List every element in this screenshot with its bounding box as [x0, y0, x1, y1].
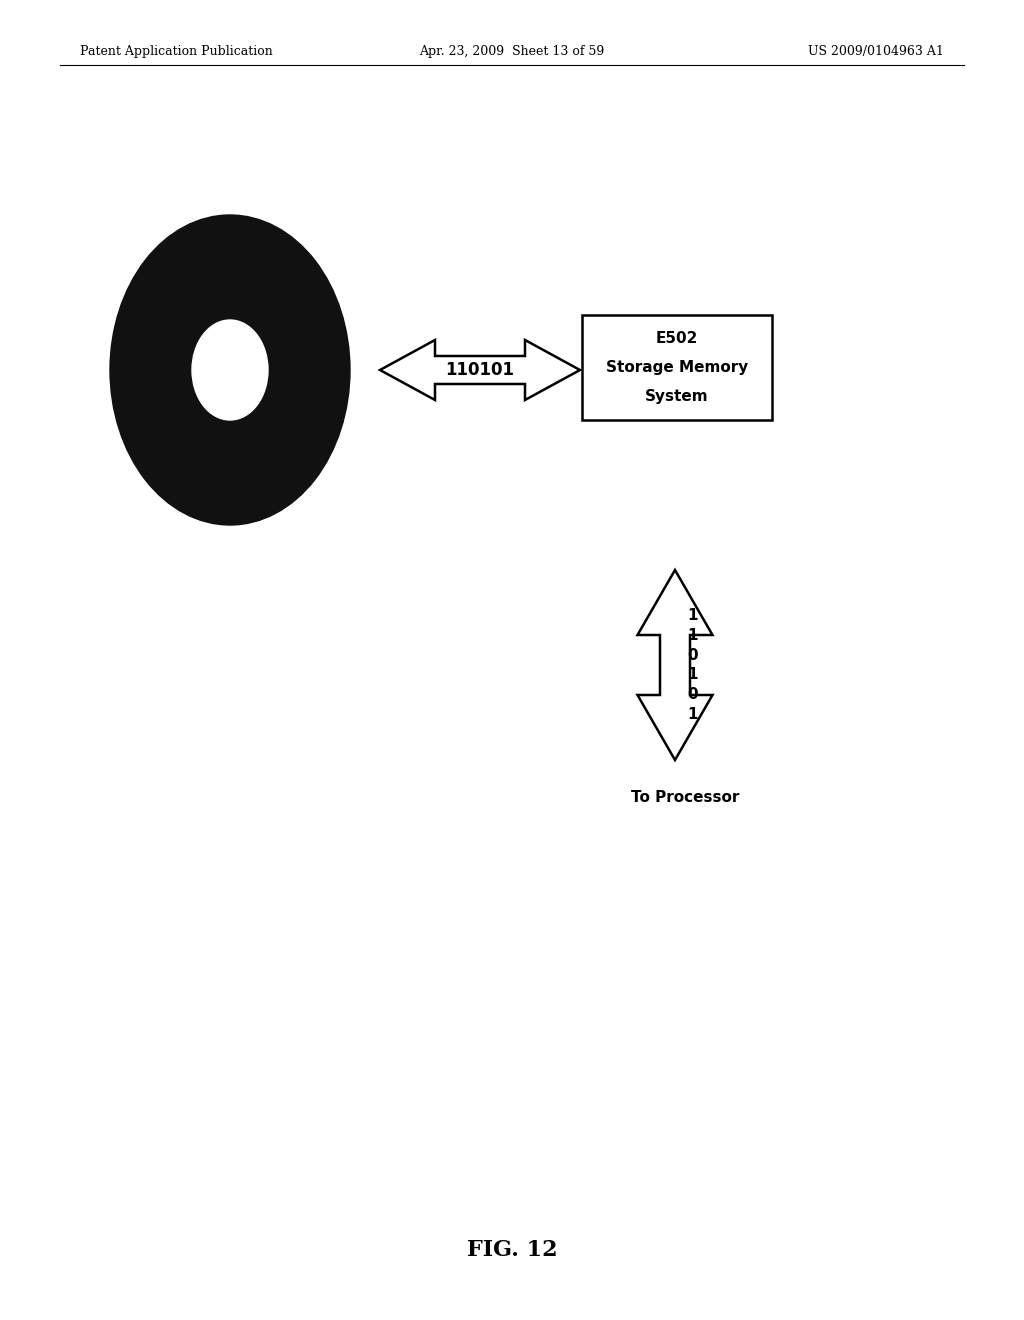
Text: To Processor: To Processor: [631, 789, 739, 805]
Text: 110101: 110101: [445, 360, 514, 379]
Text: US 2009/0104963 A1: US 2009/0104963 A1: [808, 45, 944, 58]
Bar: [582, 315, 772, 420]
Ellipse shape: [110, 215, 350, 525]
Text: FIG. 12: FIG. 12: [467, 1239, 557, 1261]
Text: Patent Application Publication: Patent Application Publication: [80, 45, 272, 58]
Text: 1
1
0
1
0
1: 1 1 0 1 0 1: [688, 609, 698, 722]
Text: System: System: [645, 389, 709, 404]
Ellipse shape: [193, 319, 268, 420]
Text: Storage Memory: Storage Memory: [606, 360, 749, 375]
Text: Apr. 23, 2009  Sheet 13 of 59: Apr. 23, 2009 Sheet 13 of 59: [420, 45, 604, 58]
Text: E502: E502: [655, 330, 698, 346]
